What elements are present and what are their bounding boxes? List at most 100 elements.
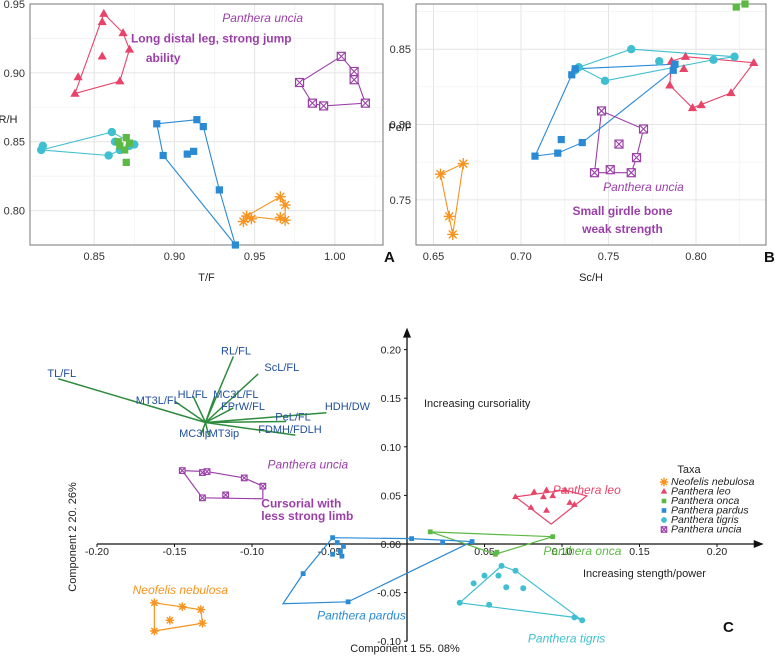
- annotation-panthera-uncia: Panthera uncia: [268, 458, 349, 472]
- data-point: [159, 151, 167, 160]
- hull-neofelis-nebulosa: [439, 162, 464, 235]
- data-point: [554, 149, 562, 157]
- panel-label-a: A: [384, 249, 395, 266]
- data-point: [104, 151, 113, 160]
- legend-marker-neofelis-nebulosa: [659, 477, 669, 487]
- series-panthera-onca: [732, 0, 749, 11]
- annotation-long-distal-leg-strong-jump: Long distal leg, strong jump: [131, 32, 292, 46]
- series-neofelis-nebulosa: [434, 157, 469, 241]
- x-tick-label: 0.95: [244, 251, 265, 263]
- vector-tl-fl: [58, 378, 206, 424]
- data-point: [486, 601, 493, 608]
- marker-cross: [203, 468, 211, 475]
- data-point: [300, 571, 306, 577]
- marker-cross: [259, 482, 267, 490]
- data-point: [274, 211, 287, 224]
- data-point: [38, 141, 48, 151]
- vector-label-mc3l-fl: MC3L/FL: [213, 389, 258, 401]
- data-point: [589, 168, 600, 178]
- data-point: [671, 60, 679, 68]
- data-point: [427, 529, 433, 535]
- data-point: [240, 474, 248, 482]
- marker-cross: [605, 165, 615, 175]
- legend-label-panthera-tigris: Panthera tigris: [671, 514, 739, 526]
- y-axis-label: Pe/F: [388, 122, 412, 134]
- data-point: [279, 199, 291, 211]
- marker-cross: [349, 67, 359, 76]
- data-point: [440, 540, 446, 545]
- vector-label-pel-fl: PeL/FL: [275, 412, 310, 424]
- hull-panthera-leo: [515, 489, 589, 525]
- x-tick-label: 1.00: [324, 251, 345, 263]
- data-point: [279, 214, 291, 226]
- marker-cross: [336, 51, 346, 61]
- annotation-neofelis-nebulosa: Neofelis nebulosa: [133, 583, 229, 597]
- data-point: [125, 139, 134, 147]
- legend-label-neofelis-nebulosa: Neofelis nebulosa: [671, 476, 755, 488]
- vector-label-rl-fl: RL/FL: [221, 345, 251, 357]
- data-point: [122, 133, 130, 142]
- data-point: [498, 562, 505, 569]
- marker-cross: [614, 139, 624, 149]
- legend-marker-panthera-onca: [661, 498, 667, 504]
- marker-cross: [660, 526, 668, 533]
- data-point: [245, 213, 258, 225]
- data-point: [495, 572, 502, 579]
- y-axis-label: Component 2 20. 26%: [67, 482, 79, 592]
- data-point: [543, 486, 550, 493]
- data-point: [527, 503, 535, 510]
- data-point: [307, 98, 317, 108]
- x-tick-label: -0.10: [240, 546, 264, 558]
- vector-label-hdh-dw: HDH/DW: [325, 401, 371, 413]
- data-point: [196, 605, 206, 615]
- legend-label-panthera-leo: Panthera leo: [671, 486, 731, 498]
- x-tick-label: 0.65: [423, 251, 444, 263]
- annotation-panthera-uncia: Panthera uncia: [222, 11, 303, 25]
- data-point: [177, 602, 187, 612]
- vector-label-mt3ip: MT3ip: [209, 428, 240, 440]
- series-panthera-leo: [70, 8, 135, 97]
- x-tick-label: 0.70: [510, 251, 531, 263]
- data-point: [741, 0, 749, 8]
- legend-label-panthera-uncia: Panthera uncia: [671, 524, 742, 536]
- series-neofelis-nebulosa: [149, 598, 207, 636]
- data-point: [665, 80, 675, 89]
- annotation-panthera-uncia: Panthera uncia: [603, 180, 684, 194]
- marker-cross: [241, 474, 248, 482]
- vector-hl-fl: [192, 395, 207, 423]
- data-point: [222, 491, 230, 499]
- x-arrow-annotation: Increasing stength/power: [583, 568, 706, 580]
- data-point: [709, 55, 718, 64]
- data-point: [190, 147, 198, 155]
- data-point: [568, 71, 576, 79]
- data-point: [231, 241, 239, 249]
- y-tick-label: 0.80: [390, 120, 411, 132]
- x-axis-label: T/F: [198, 272, 215, 284]
- hull-panthera-tigris: [578, 48, 735, 82]
- panel-label-b: B: [764, 249, 775, 266]
- data-point: [687, 103, 698, 112]
- data-point: [360, 98, 370, 108]
- data-point: [73, 72, 83, 81]
- data-point: [165, 615, 175, 625]
- data-point: [197, 618, 207, 628]
- annotation-cursorial-with: Cursorial with: [261, 497, 341, 511]
- series-panthera-onca: [114, 133, 134, 166]
- data-point: [118, 28, 128, 37]
- annotation-ability: ability: [146, 51, 181, 65]
- vector-mc3lp: [200, 422, 207, 436]
- x-axis-label: Sc/H: [579, 272, 603, 284]
- data-point: [447, 228, 459, 241]
- data-point: [732, 3, 740, 11]
- data-point: [457, 157, 469, 170]
- x-tick-label: -0.20: [85, 546, 109, 558]
- data-point: [469, 539, 475, 544]
- data-point: [549, 492, 557, 499]
- data-point: [199, 494, 206, 502]
- marker-cross: [295, 78, 304, 87]
- y-tick-label: 0.75: [390, 195, 411, 207]
- data-point: [470, 580, 477, 587]
- data-point: [341, 544, 346, 549]
- panel-c: -0.20 -0.15 -0.10 -0.05 0.05 0.10 0.15 0.20 -0.1…: [47, 327, 764, 655]
